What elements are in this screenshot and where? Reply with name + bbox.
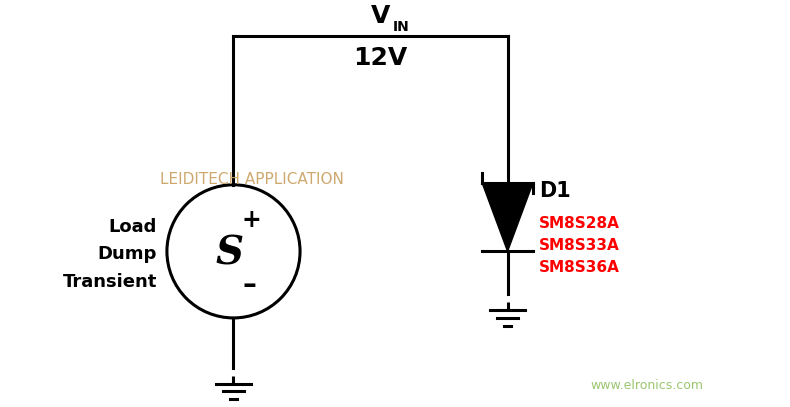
Text: IN: IN [393, 20, 410, 34]
Polygon shape [482, 183, 533, 252]
Text: S: S [216, 234, 243, 272]
Text: –: – [243, 271, 256, 299]
Text: SM8S36A: SM8S36A [539, 260, 620, 275]
Text: +: + [241, 208, 261, 232]
Text: Dump: Dump [98, 245, 157, 263]
Text: SM8S33A: SM8S33A [539, 238, 619, 253]
Text: Transient: Transient [62, 273, 157, 291]
Text: Load: Load [109, 218, 157, 236]
Text: V: V [371, 4, 390, 28]
Text: LEIDITECH APPLICATION: LEIDITECH APPLICATION [160, 173, 344, 187]
Text: SM8S28A: SM8S28A [539, 217, 620, 232]
Text: 12V: 12V [353, 46, 408, 70]
Text: D1: D1 [539, 181, 570, 201]
Text: www.elronics.com: www.elronics.com [591, 379, 704, 392]
